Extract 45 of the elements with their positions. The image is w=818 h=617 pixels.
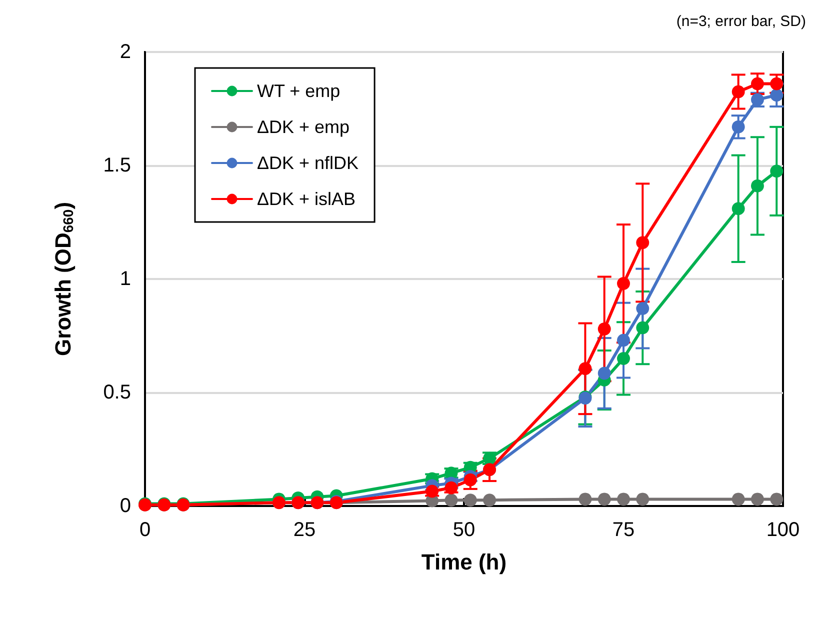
point: [464, 473, 477, 486]
point: [732, 85, 745, 98]
x-tick-label: 0: [139, 519, 151, 541]
point: [750, 77, 764, 90]
y-tick-label: 2: [120, 41, 131, 63]
point: [636, 492, 650, 506]
point: [770, 164, 784, 178]
point: [770, 492, 784, 506]
point: [617, 492, 630, 506]
y-tick-label: 1: [120, 268, 131, 290]
point: [617, 277, 630, 290]
point: [636, 236, 650, 250]
point: [750, 492, 764, 506]
point: [750, 179, 764, 192]
point: [770, 77, 784, 90]
legend-label: WT + emp: [257, 81, 340, 101]
point: [617, 352, 630, 365]
y-tick-label: 1.5: [103, 154, 131, 176]
x-tick-label: 50: [452, 519, 476, 541]
point: [464, 494, 477, 507]
point: [483, 494, 496, 507]
point: [770, 88, 784, 102]
point: [732, 492, 745, 506]
x-axis-title: Time (h): [421, 550, 507, 574]
legend-label: ΔDK + emp: [257, 117, 350, 137]
point: [578, 492, 592, 506]
point: [578, 362, 592, 376]
y-tick-label: 0.5: [103, 382, 131, 404]
y-tick-label: 0: [120, 495, 131, 517]
point: [617, 334, 630, 347]
y-axis-title: Growth (OD660): [50, 202, 76, 356]
point: [636, 321, 650, 334]
x-tick-label: 75: [612, 519, 635, 541]
point: [444, 494, 458, 507]
point: [636, 302, 650, 316]
point: [598, 492, 611, 506]
x-tick-label: 25: [293, 519, 316, 541]
legend-label: ΔDK + nflDK: [257, 153, 359, 173]
point: [598, 366, 611, 380]
point: [732, 202, 745, 216]
legend-label: ΔDK + islAB: [257, 189, 356, 209]
point: [732, 120, 745, 134]
text: (n=3; error bar, SD): [676, 13, 806, 30]
x-tick-label: 100: [766, 519, 800, 541]
point: [598, 322, 611, 336]
